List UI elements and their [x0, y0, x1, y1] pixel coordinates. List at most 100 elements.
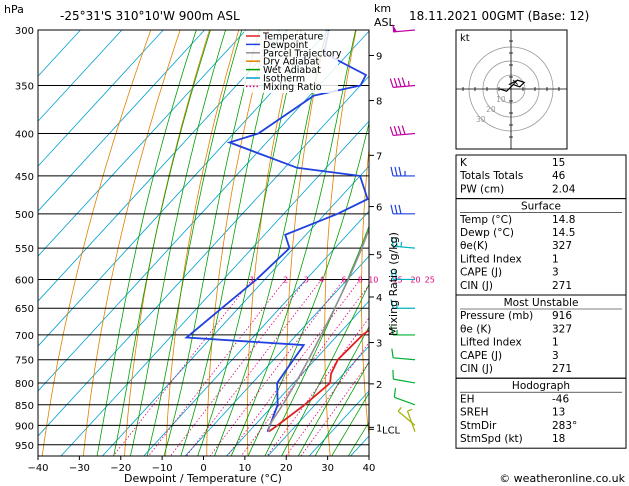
pressure-tick-label: 300: [15, 26, 34, 37]
barb-full: [397, 77, 402, 87]
wind-barb: [390, 270, 415, 281]
temperature-tick-label: −30: [69, 463, 90, 474]
isotherm-line: [267, 345, 369, 456]
temperature-tick-label: 30: [321, 463, 334, 474]
wind-barb: [390, 166, 415, 177]
barb-full: [390, 325, 394, 336]
wet-adiabat-line: [331, 392, 369, 456]
wet-adiabat-line: [163, 30, 260, 456]
temperature-tick-label: −40: [27, 463, 48, 474]
mixing-ratio-line: [226, 279, 361, 456]
pressure-tick-label: 750: [15, 356, 34, 367]
barb-full: [394, 270, 398, 280]
plot-area: [38, 30, 629, 463]
legend-label: Isotherm: [263, 74, 305, 85]
barb-full: [401, 125, 406, 135]
parcel-trajectory-line: [267, 226, 369, 432]
barb-full: [394, 204, 398, 214]
mixing-ratio-label: 4: [319, 275, 324, 284]
index-row-value: 46: [552, 170, 566, 182]
temperature-tick-label: 10: [239, 463, 252, 474]
isobar-lines: [38, 30, 369, 446]
most-unstable-section-row-value: 916: [552, 310, 572, 322]
isotherm-line: [60, 120, 369, 456]
hodograph-section-row-value: -46: [552, 393, 569, 405]
barb-staff: [397, 410, 416, 426]
mixing-ratio-line: [300, 361, 369, 456]
index-row-label: K: [460, 157, 468, 169]
dry-adiabat-line: [620, 30, 629, 463]
legend-label: Wet Adiabat: [263, 65, 321, 76]
wet-adiabat-line: [297, 325, 369, 456]
index-row-value: 15: [552, 157, 565, 169]
index-row-value: 2.04: [552, 183, 576, 195]
most-unstable-section-row-label: θe (K): [460, 323, 491, 335]
legend-label: Mixing Ratio: [263, 82, 322, 93]
mixing-ratio-label: 8: [358, 275, 363, 284]
wind-barb: [393, 388, 416, 406]
barb-full: [401, 77, 406, 87]
temperature-tick-label: 0: [200, 463, 206, 474]
barb-staff: [393, 357, 416, 361]
most-unstable-section-row-value: 327: [552, 323, 572, 335]
hodograph-section-title: Hodograph: [512, 380, 570, 392]
indices-panel: K 15 Totals Totals 46 PW (cm) 2.04 Surface Temp…: [455, 154, 627, 449]
surface-section-row-value: 14.8: [552, 214, 575, 226]
isotherm-line: [101, 165, 369, 456]
pressure-tick-label: 950: [15, 441, 34, 452]
temperature-tick-label: 40: [363, 463, 376, 474]
most-unstable-section-row-label: Lifted Index: [460, 337, 522, 349]
legend-label: Temperature: [262, 32, 323, 43]
isotherm-line: [38, 30, 81, 77]
surface-section-row-value: 271: [552, 280, 572, 292]
hodograph-section-row-label: EH: [460, 393, 475, 405]
wet-adiabat-line: [129, 30, 226, 456]
barb-full: [393, 388, 397, 398]
hodograph-section-row-value: 283°: [552, 420, 577, 432]
barb-staff: [393, 378, 416, 384]
index-row-label: PW (cm): [460, 183, 504, 195]
mixing-ratio-line: [266, 317, 369, 456]
wind-barb: [391, 236, 416, 249]
mixing-ratio-line: [147, 279, 287, 456]
hodograph-ring-label: 10: [496, 95, 506, 104]
pressure-tick-label: 450: [15, 172, 34, 183]
legend-label: Parcel Trajectory: [263, 48, 342, 59]
barb-full: [390, 270, 394, 280]
hodograph-ring-label: 30: [476, 115, 486, 124]
hodograph-section-row-value: 18: [552, 433, 565, 445]
wind-barb: [406, 408, 416, 432]
isotherm-line: [38, 75, 369, 437]
mixing-ratio-axis-title: Mixing Ratio (g/kg): [387, 232, 400, 336]
storm-motion-marker: ✕: [512, 78, 520, 88]
barb-staff: [393, 29, 416, 33]
hodograph-frame: [455, 29, 568, 150]
wet-adiabat-line: [197, 30, 302, 456]
barb-full: [390, 299, 394, 309]
legend-label: Dewpoint: [263, 40, 308, 51]
surface-section-row-label: θe(K): [460, 240, 488, 252]
wind-barb: [389, 77, 416, 88]
hodograph-section-row-label: StmDir: [460, 420, 497, 432]
most-unstable-section-row-label: CAPE (J): [460, 350, 502, 362]
surface-section-row-value: 327: [552, 240, 572, 252]
mixing-ratio-label: 6: [341, 275, 346, 284]
isotherm-line: [38, 30, 330, 347]
most-unstable-section-row-label: CIN (J): [460, 363, 493, 375]
surface-section-row-value: 3: [552, 267, 559, 279]
hodograph-trace: [499, 79, 526, 92]
isotherm-line: [143, 210, 369, 456]
pressure-tick-label: 900: [15, 421, 34, 432]
barb-full: [394, 166, 398, 177]
barb-full: [391, 236, 394, 247]
barb-full: [391, 348, 394, 358]
hodograph-section-row-value: 13: [552, 407, 565, 419]
altitude-tick-label: 9: [376, 51, 382, 62]
mixing-ratio-label: 1: [250, 275, 255, 284]
wet-adiabat-line: [314, 361, 369, 456]
surface-section-row-value: 1: [552, 253, 559, 265]
wind-barb: [392, 23, 416, 33]
